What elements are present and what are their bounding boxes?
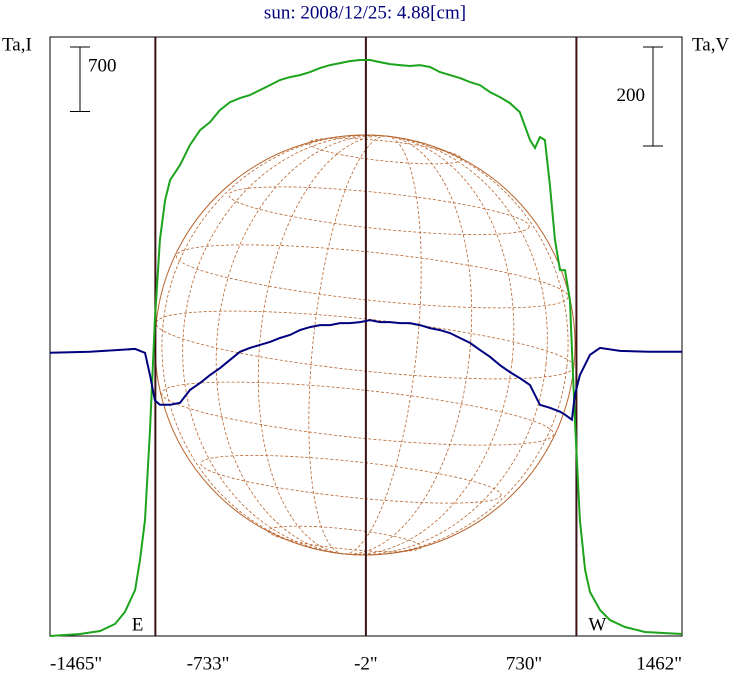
series-line [49,319,682,422]
x-tick-label: 730" [506,653,542,674]
x-tick-label: -2" [354,653,378,674]
annotation: W [588,614,606,635]
solar-disk-grid [154,134,576,556]
y-axis-label: Ta,I [2,34,32,55]
scale-bar-label: 200 [617,85,646,106]
x-tick-label: -1465" [50,653,102,674]
y2-axis-label: Ta,V [692,34,729,55]
x-tick-label: 1462" [636,653,682,674]
chart-title: sun: 2008/12/25: 4.88[cm] [264,2,466,23]
x-tick-label: -733" [187,653,230,674]
annotation: E [132,614,144,635]
series-line [49,59,683,637]
scale-bar-label: 700 [88,56,117,77]
